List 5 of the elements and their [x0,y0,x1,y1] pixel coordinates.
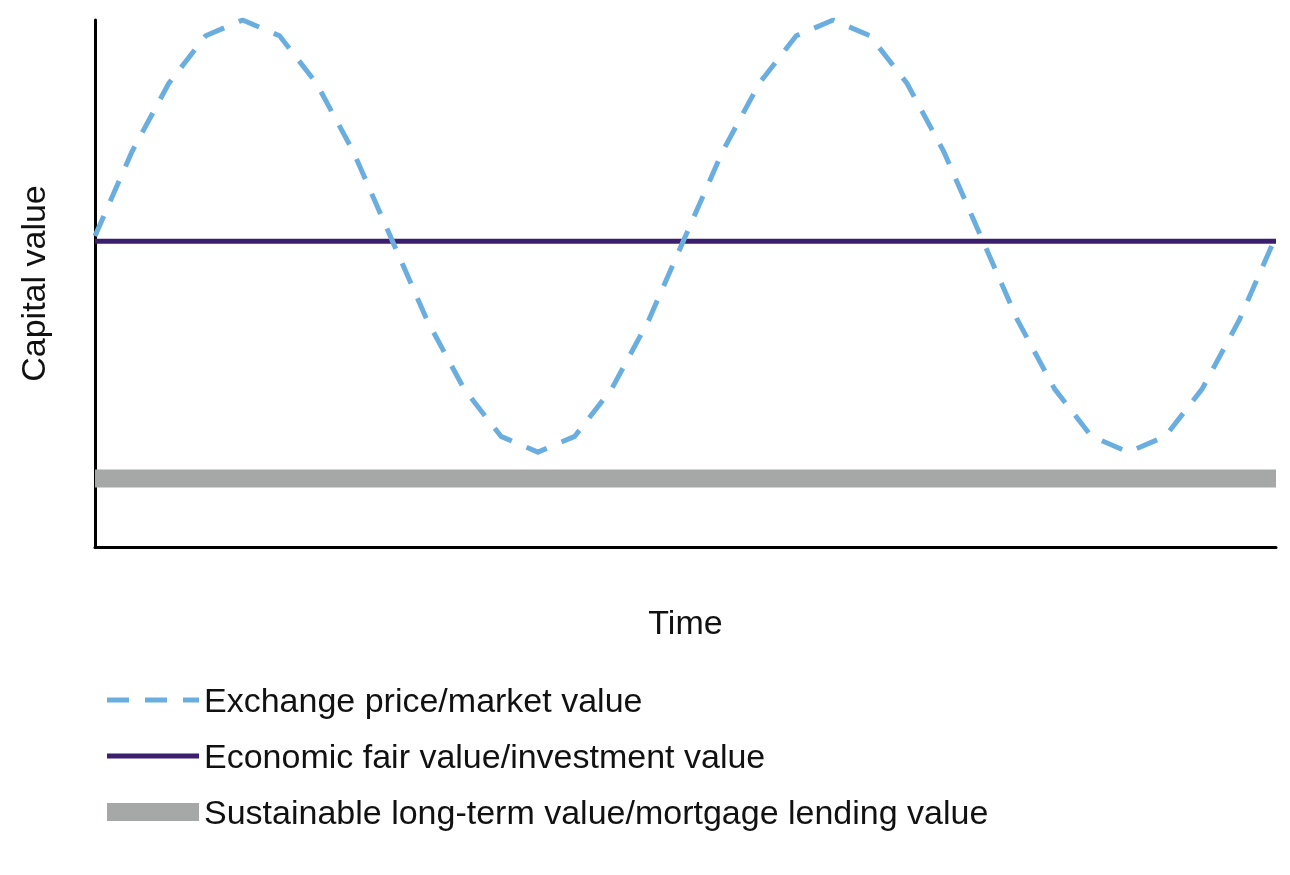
legend-label: Exchange price/market value [204,681,643,719]
legend-label: Sustainable long-term value/mortgage lending value [204,793,989,831]
x-axis-title: Time [648,603,723,641]
y-axis-title: Capital value [14,185,52,382]
legend-label: Economic fair value/investment value [204,737,766,775]
